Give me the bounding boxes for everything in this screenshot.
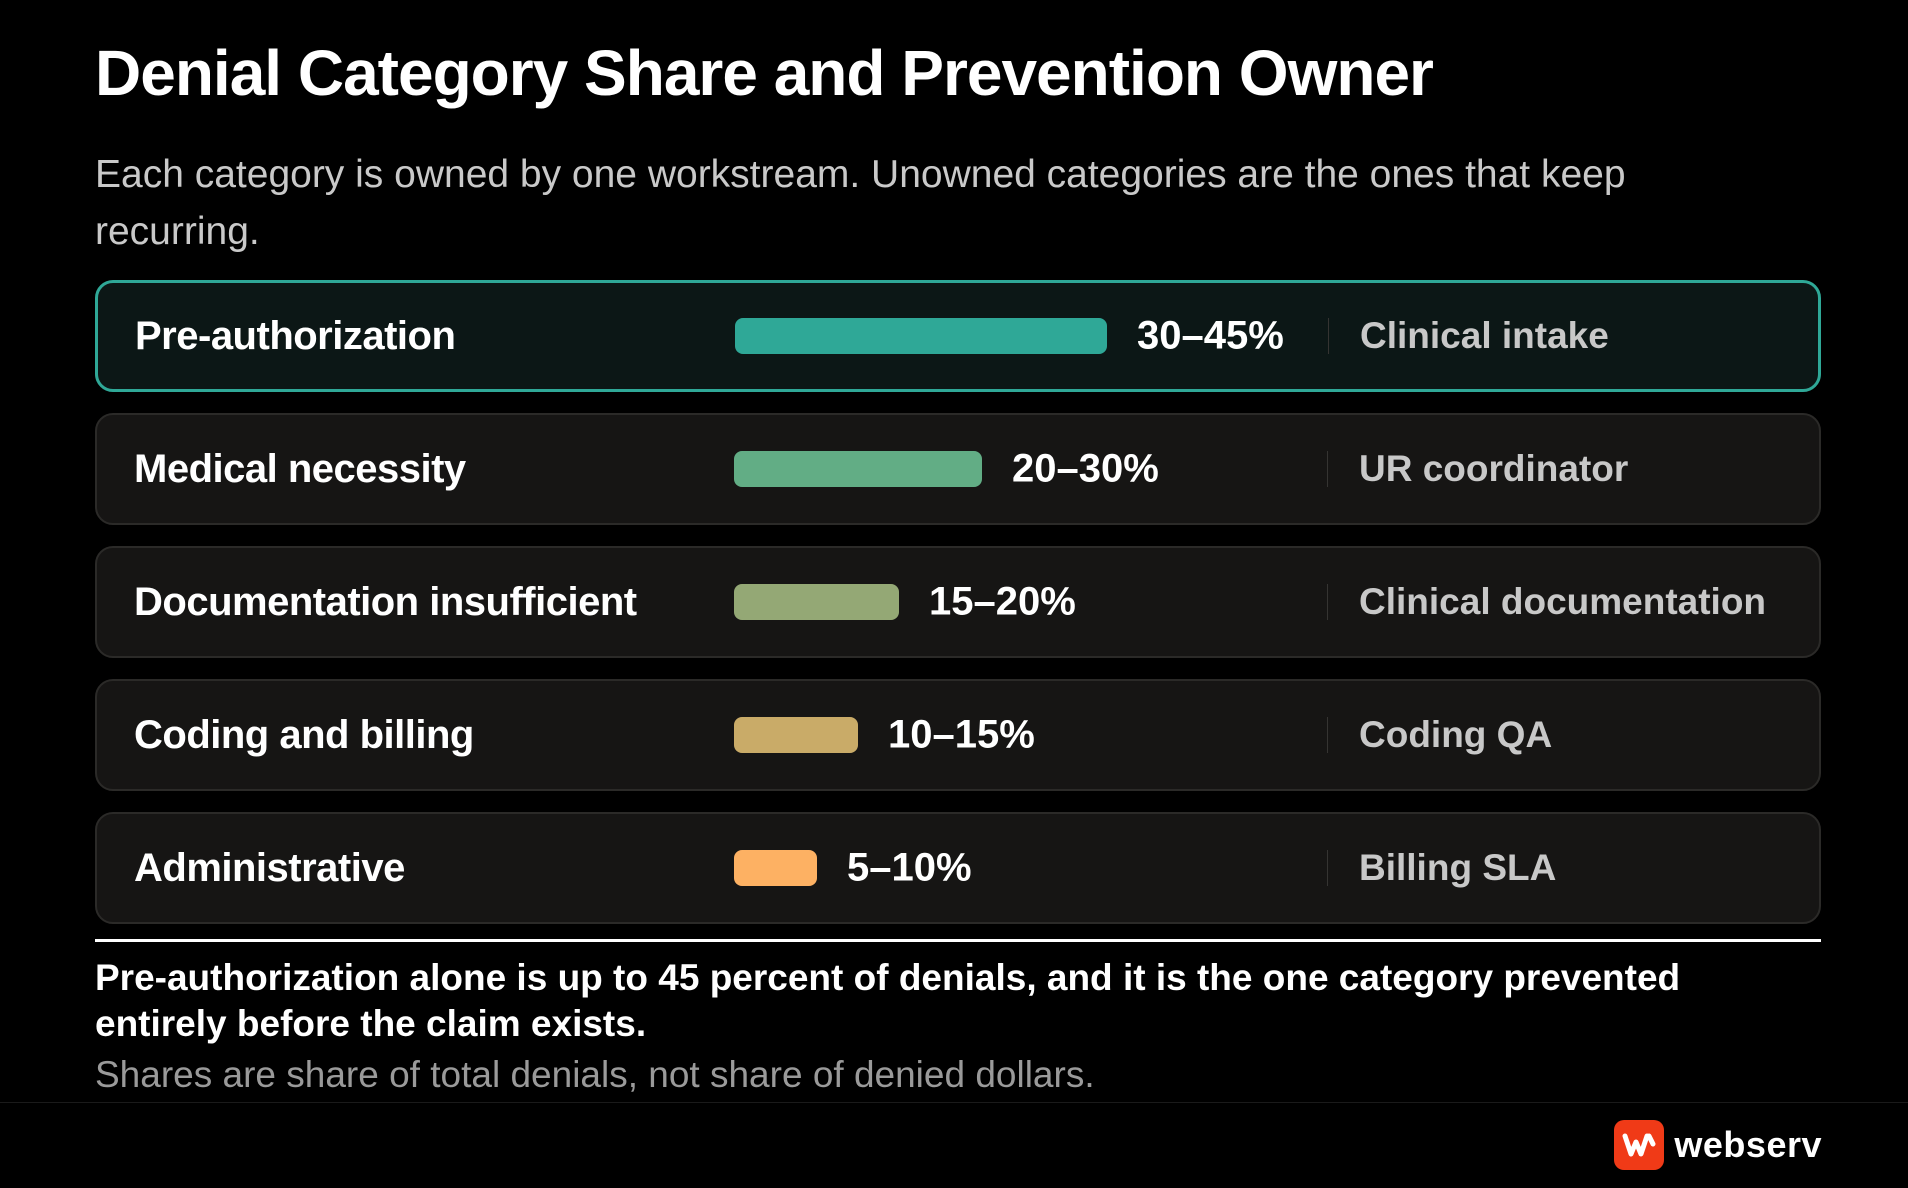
divider-rule xyxy=(95,939,1821,942)
share-bar xyxy=(734,717,858,753)
share-bar xyxy=(735,318,1107,354)
share-bar xyxy=(734,451,982,487)
brand-name: webserv xyxy=(1674,1124,1822,1165)
category-rows: Pre-authorization 30–45% Clinical intake Me… xyxy=(95,280,1821,945)
category-label: Medical necessity xyxy=(134,446,466,491)
footer-divider xyxy=(0,1102,1908,1103)
share-value-label: 15–20% xyxy=(929,579,1076,624)
category-row: Administrative 5–10% Billing SLA xyxy=(95,812,1821,924)
category-row: Coding and billing 10–15% Coding QA xyxy=(95,679,1821,791)
owner-label: Coding QA xyxy=(1359,714,1553,755)
category-label: Documentation insufficient xyxy=(134,579,637,624)
chart-subtitle: Each category is owned by one workstream… xyxy=(95,153,1626,253)
share-bar xyxy=(734,584,899,620)
webserv-logo-icon xyxy=(1614,1120,1665,1170)
bar-area: 30–45% xyxy=(735,283,1335,389)
column-divider xyxy=(1327,716,1328,754)
takeaway-text: Pre-authorization alone is up to 45 perc… xyxy=(95,957,1681,1044)
category-label: Administrative xyxy=(134,845,405,890)
column-divider xyxy=(1327,849,1328,887)
category-row: Medical necessity 20–30% UR coordinator xyxy=(95,413,1821,525)
owner-label: UR coordinator xyxy=(1359,448,1629,489)
webserv-logo-mark xyxy=(1622,1133,1656,1157)
category-row: Documentation insufficient 15–20% Clinical… xyxy=(95,546,1821,658)
bar-area: 5–10% xyxy=(734,814,1334,922)
share-value-label: 20–30% xyxy=(1012,446,1159,491)
owner-label: Clinical documentation xyxy=(1359,581,1767,622)
category-label: Pre-authorization xyxy=(135,313,456,358)
share-value-label: 5–10% xyxy=(847,845,972,890)
chart-title: Denial Category Share and Prevention Own… xyxy=(95,37,1434,109)
share-bar xyxy=(734,850,817,886)
column-divider xyxy=(1328,317,1329,354)
share-value-label: 30–45% xyxy=(1137,313,1284,358)
category-row: Pre-authorization 30–45% Clinical intake xyxy=(95,280,1821,392)
column-divider xyxy=(1327,450,1328,488)
footnote: Shares are share of total denials, not s… xyxy=(95,1054,1095,1095)
brand: webserv xyxy=(1614,1120,1822,1170)
column-divider xyxy=(1327,583,1328,621)
owner-label: Billing SLA xyxy=(1359,847,1557,888)
bar-area: 10–15% xyxy=(734,681,1334,789)
bar-area: 15–20% xyxy=(734,548,1334,656)
category-label: Coding and billing xyxy=(134,712,474,757)
share-value-label: 10–15% xyxy=(888,712,1035,757)
bar-area: 20–30% xyxy=(734,415,1334,523)
owner-label: Clinical intake xyxy=(1360,315,1609,356)
